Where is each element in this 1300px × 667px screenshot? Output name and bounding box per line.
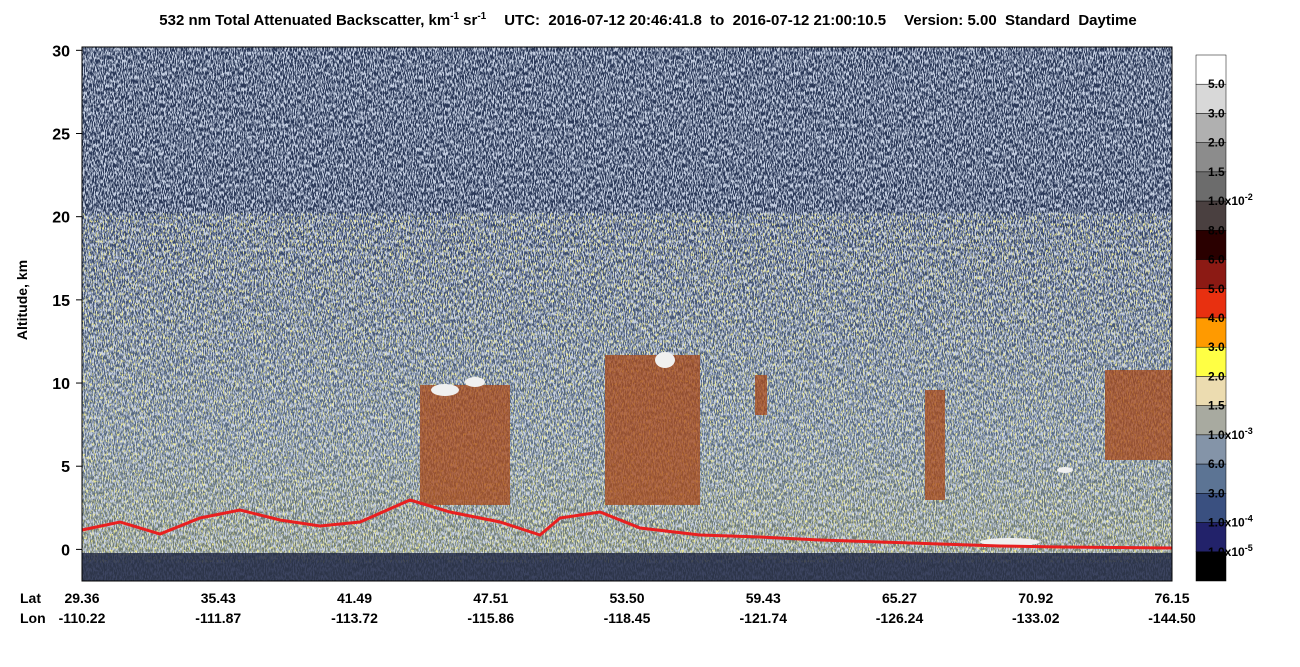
x-tick-label: -110.22 [59, 610, 106, 626]
x-tick-label: 70.92 [1018, 590, 1053, 606]
subsurface [82, 553, 1172, 581]
chart-title: 532 nm Total Attenuated Backscatter, km-… [159, 11, 1136, 29]
x-tick-label: 53.50 [609, 590, 644, 606]
colorbar-swatch [1195, 83, 1227, 114]
colorbar-swatch [1195, 200, 1227, 231]
title-exp: -1 [450, 11, 459, 22]
colorbar-swatch [1195, 171, 1227, 202]
backscatter-image [81, 47, 1173, 581]
colorbar-swatch [1195, 463, 1227, 494]
x-tick-label: -133.02 [1012, 610, 1060, 626]
colorbar-label-text: 1.5 [1208, 165, 1225, 179]
title-version: Version: 5.00 Standard Daytime [904, 12, 1137, 29]
colorbar-label: 2.0 [1208, 369, 1225, 383]
colorbar-label-exp: -4 [1245, 514, 1253, 524]
colorbar-swatch [1195, 230, 1227, 260]
colorbar-label-text: 5.0 [1208, 77, 1225, 91]
colorbar-label: 6.0 [1208, 253, 1225, 267]
y-tick-label: 25 [52, 127, 70, 144]
colorbar-swatch [1195, 113, 1227, 143]
colorbar-label-text: 1.0x10 [1208, 545, 1245, 559]
plot-frame [81, 46, 1173, 582]
colorbar-label-text: 6.0 [1208, 457, 1225, 471]
colorbar-swatch [1195, 317, 1227, 348]
colorbar-swatch [1195, 405, 1227, 436]
colorbar-label-text: 2.0 [1208, 369, 1225, 383]
x-tick-label: -111.87 [195, 610, 241, 626]
colorbar-label: 5.0 [1208, 282, 1225, 296]
colorbar-label: 6.0 [1208, 457, 1225, 471]
y-tick-label: 10 [52, 376, 70, 393]
colorbar-label: 2.0 [1208, 136, 1225, 150]
colorbar-label-text: 1.0x10 [1208, 428, 1245, 442]
y-tick-label: 30 [52, 43, 70, 60]
y-tick-label: 15 [52, 293, 70, 310]
colorbar-swatch [1195, 288, 1227, 319]
cloud-features [420, 355, 1172, 505]
colorbar-swatch [1195, 142, 1227, 173]
title-unit: sr [463, 12, 477, 29]
colorbar-label: 5.0 [1208, 77, 1225, 91]
x-tick-label: -126.24 [876, 610, 924, 626]
colorbar-swatch [1195, 493, 1227, 523]
colorbar-label-text: 5.0 [1208, 282, 1225, 296]
colorbar-label: 8.0 [1208, 223, 1225, 237]
colorbar-label-text: 3.0 [1208, 340, 1225, 354]
colorbar-label: 3.0 [1208, 106, 1225, 120]
y-tick-label: 5 [61, 459, 70, 476]
colorbar-label-text: 8.0 [1208, 223, 1225, 237]
colorbar-swatch [1195, 434, 1227, 465]
colorbar-label: 1.5 [1208, 165, 1225, 179]
title-utc: UTC: 2016-07-12 20:46:41.8 to 2016-07-12… [504, 12, 886, 29]
x-tick-label: 47.51 [473, 590, 508, 606]
colorbar-swatch [1195, 376, 1227, 406]
colorbar-label-exp: -5 [1245, 543, 1253, 553]
colorbar-label: 1.0x10-2 [1208, 192, 1253, 208]
x-tick-label: -115.86 [467, 610, 514, 626]
x-tick-label: -121.74 [740, 610, 788, 626]
y-axis-label: Altitude, km [14, 260, 30, 340]
y-tick-label: 20 [52, 210, 70, 227]
x-tick-label: 76.15 [1154, 590, 1189, 606]
colorbar-label-text: 2.0 [1208, 136, 1225, 150]
colorbar-label-text: 1.5 [1208, 399, 1225, 413]
colorbar-label: 1.5 [1208, 399, 1225, 413]
x-row-name: Lat [20, 590, 41, 606]
colorbar-label: 4.0 [1208, 311, 1225, 325]
colorbar-label: 1.0x10-4 [1208, 514, 1253, 530]
title-main: 532 nm Total Attenuated Backscatter, km [159, 12, 450, 29]
x-tick-label: 41.49 [337, 590, 372, 606]
x-tick-label: 65.27 [882, 590, 917, 606]
colorbar-swatch [1195, 54, 1227, 85]
x-tick-label: 35.43 [201, 590, 236, 606]
colorbar-swatch [1195, 522, 1227, 553]
y-tick-label: 0 [61, 542, 70, 559]
x-row-name: Lon [20, 610, 46, 626]
colorbar-swatch [1195, 259, 1227, 290]
colorbar-label-text: 3.0 [1208, 486, 1225, 500]
x-tick-label: -118.45 [604, 610, 651, 626]
x-tick-label: 29.36 [64, 590, 99, 606]
colorbar-label-exp: -3 [1245, 426, 1253, 436]
x-tick-label: -113.72 [331, 610, 378, 626]
colorbar-label: 1.0x10-5 [1208, 543, 1253, 559]
colorbar-label-text: 3.0 [1208, 106, 1225, 120]
colorbar-label: 1.0x10-3 [1208, 426, 1253, 442]
surface-line [81, 498, 1173, 550]
colorbar-swatch [1195, 551, 1227, 582]
colorbar-label-text: 4.0 [1208, 311, 1225, 325]
colorbar-label-exp: -2 [1245, 192, 1253, 202]
x-tick-label: 59.43 [746, 590, 781, 606]
colorbar-swatch [1195, 346, 1227, 377]
colorbar-label: 3.0 [1208, 486, 1225, 500]
title-exp: -1 [477, 11, 486, 22]
colorbar-label-text: 6.0 [1208, 253, 1225, 267]
colorbar: 5.03.02.01.51.0x10-28.06.05.04.03.02.01.… [1195, 54, 1253, 582]
colorbar-label: 3.0 [1208, 340, 1225, 354]
x-tick-label: -144.50 [1148, 610, 1196, 626]
colorbar-label-text: 1.0x10 [1208, 516, 1245, 530]
colorbar-label-text: 1.0x10 [1208, 194, 1245, 208]
cloud-tops [431, 352, 1073, 546]
